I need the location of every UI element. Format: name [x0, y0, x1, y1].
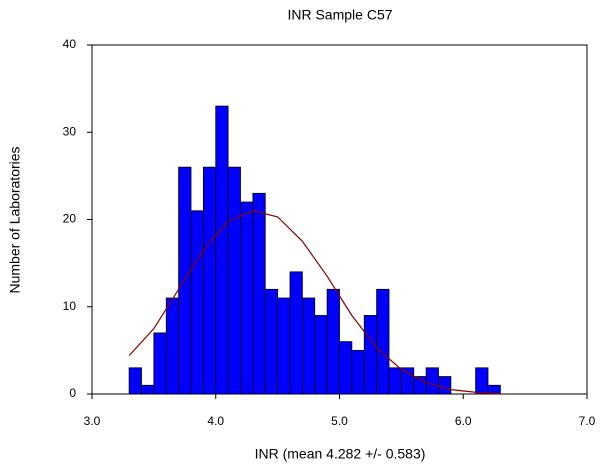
bar [326, 288, 340, 395]
bar [438, 376, 452, 395]
y-tick-label: 40 [63, 37, 77, 51]
bar [376, 288, 390, 395]
bar [400, 367, 415, 395]
x-tick-label: 6.0 [455, 414, 472, 428]
x-tick-label: 5.0 [331, 414, 348, 428]
bar [487, 384, 501, 395]
bar [388, 367, 402, 395]
bar [289, 271, 303, 395]
bar [128, 367, 142, 395]
bar [141, 384, 155, 395]
bar [301, 297, 316, 395]
y-tick-label: 0 [69, 386, 76, 400]
bar [202, 166, 217, 395]
bar [190, 210, 204, 395]
bar [425, 367, 439, 395]
x-axis-label: INR (mean 4.282 +/- 0.583) [255, 446, 426, 462]
bar [363, 315, 378, 395]
y-tick-label: 30 [63, 124, 77, 138]
bar [240, 201, 254, 395]
bar [252, 192, 266, 395]
bar [314, 315, 328, 395]
bar [264, 288, 279, 395]
bar [339, 341, 353, 395]
y-tick-label: 10 [63, 299, 77, 313]
fit-curve [128, 210, 501, 395]
x-tick-label: 3.0 [84, 414, 101, 428]
bar [277, 297, 291, 395]
chart-title: INR Sample C57 [287, 7, 392, 23]
y-axis-label: Number of Laboratories [7, 146, 23, 293]
bar [351, 349, 365, 395]
bar [153, 332, 167, 395]
bar [215, 105, 229, 395]
bar [475, 367, 489, 395]
x-tick-label: 4.0 [207, 414, 224, 428]
x-tick-label: 7.0 [579, 414, 596, 428]
bar [165, 297, 180, 395]
bar [227, 166, 241, 395]
y-tick-label: 20 [63, 212, 77, 226]
